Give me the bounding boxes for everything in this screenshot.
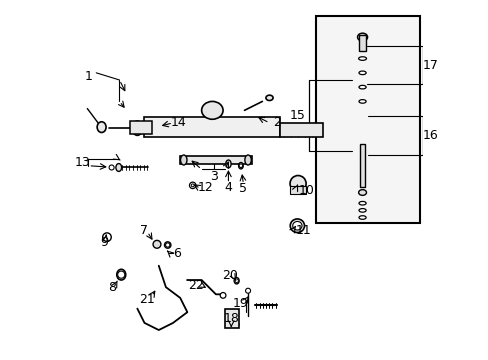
Text: 2: 2 bbox=[272, 116, 280, 129]
Text: 11: 11 bbox=[295, 224, 311, 237]
Ellipse shape bbox=[289, 176, 305, 192]
Bar bbox=[290, 186, 305, 194]
Circle shape bbox=[102, 233, 111, 242]
Bar bbox=[280, 123, 323, 137]
Ellipse shape bbox=[292, 221, 302, 230]
Ellipse shape bbox=[358, 202, 366, 205]
Ellipse shape bbox=[358, 71, 366, 75]
Bar bbox=[224, 309, 239, 328]
Circle shape bbox=[220, 293, 225, 298]
Ellipse shape bbox=[265, 95, 272, 100]
Ellipse shape bbox=[117, 269, 125, 280]
Ellipse shape bbox=[290, 219, 304, 233]
Circle shape bbox=[109, 165, 114, 170]
Circle shape bbox=[189, 182, 196, 189]
Bar bbox=[130, 121, 151, 134]
Circle shape bbox=[191, 184, 194, 187]
Text: 19: 19 bbox=[233, 297, 248, 310]
Bar bbox=[359, 144, 365, 187]
Ellipse shape bbox=[244, 155, 251, 165]
Text: 6: 6 bbox=[173, 247, 181, 260]
Text: 4: 4 bbox=[224, 181, 232, 194]
Text: 13: 13 bbox=[74, 156, 90, 168]
Ellipse shape bbox=[180, 155, 186, 165]
Text: 7: 7 bbox=[140, 224, 147, 237]
Ellipse shape bbox=[238, 162, 243, 169]
Text: 16: 16 bbox=[422, 129, 437, 142]
Ellipse shape bbox=[358, 190, 366, 195]
Ellipse shape bbox=[358, 85, 366, 89]
Circle shape bbox=[239, 164, 242, 167]
Ellipse shape bbox=[132, 121, 142, 135]
Text: 18: 18 bbox=[223, 312, 239, 325]
Ellipse shape bbox=[225, 160, 231, 168]
Ellipse shape bbox=[358, 100, 366, 103]
Ellipse shape bbox=[358, 216, 366, 219]
Text: 8: 8 bbox=[108, 281, 116, 294]
Ellipse shape bbox=[201, 102, 223, 119]
Bar bbox=[315, 16, 419, 223]
Bar bbox=[144, 117, 280, 137]
Text: 17: 17 bbox=[422, 59, 437, 72]
Ellipse shape bbox=[234, 278, 239, 284]
Ellipse shape bbox=[97, 122, 106, 132]
Circle shape bbox=[245, 288, 250, 293]
Ellipse shape bbox=[358, 57, 366, 60]
Text: 22: 22 bbox=[188, 279, 203, 292]
Text: 3: 3 bbox=[210, 170, 218, 183]
Ellipse shape bbox=[164, 242, 171, 248]
Circle shape bbox=[165, 243, 169, 247]
Circle shape bbox=[118, 271, 124, 278]
Text: 5: 5 bbox=[239, 183, 247, 195]
Text: 9: 9 bbox=[101, 236, 108, 249]
Text: 14: 14 bbox=[170, 116, 186, 129]
Bar bbox=[358, 35, 366, 51]
Bar bbox=[180, 156, 251, 164]
Ellipse shape bbox=[116, 163, 122, 171]
Text: 1: 1 bbox=[85, 70, 93, 83]
Ellipse shape bbox=[153, 240, 161, 248]
Text: 20: 20 bbox=[222, 269, 238, 282]
Text: 12: 12 bbox=[198, 181, 213, 194]
Text: 15: 15 bbox=[289, 109, 305, 122]
Ellipse shape bbox=[358, 208, 366, 212]
Ellipse shape bbox=[357, 33, 367, 41]
Text: 21: 21 bbox=[139, 293, 154, 306]
Circle shape bbox=[234, 279, 238, 283]
Text: 10: 10 bbox=[299, 184, 314, 197]
